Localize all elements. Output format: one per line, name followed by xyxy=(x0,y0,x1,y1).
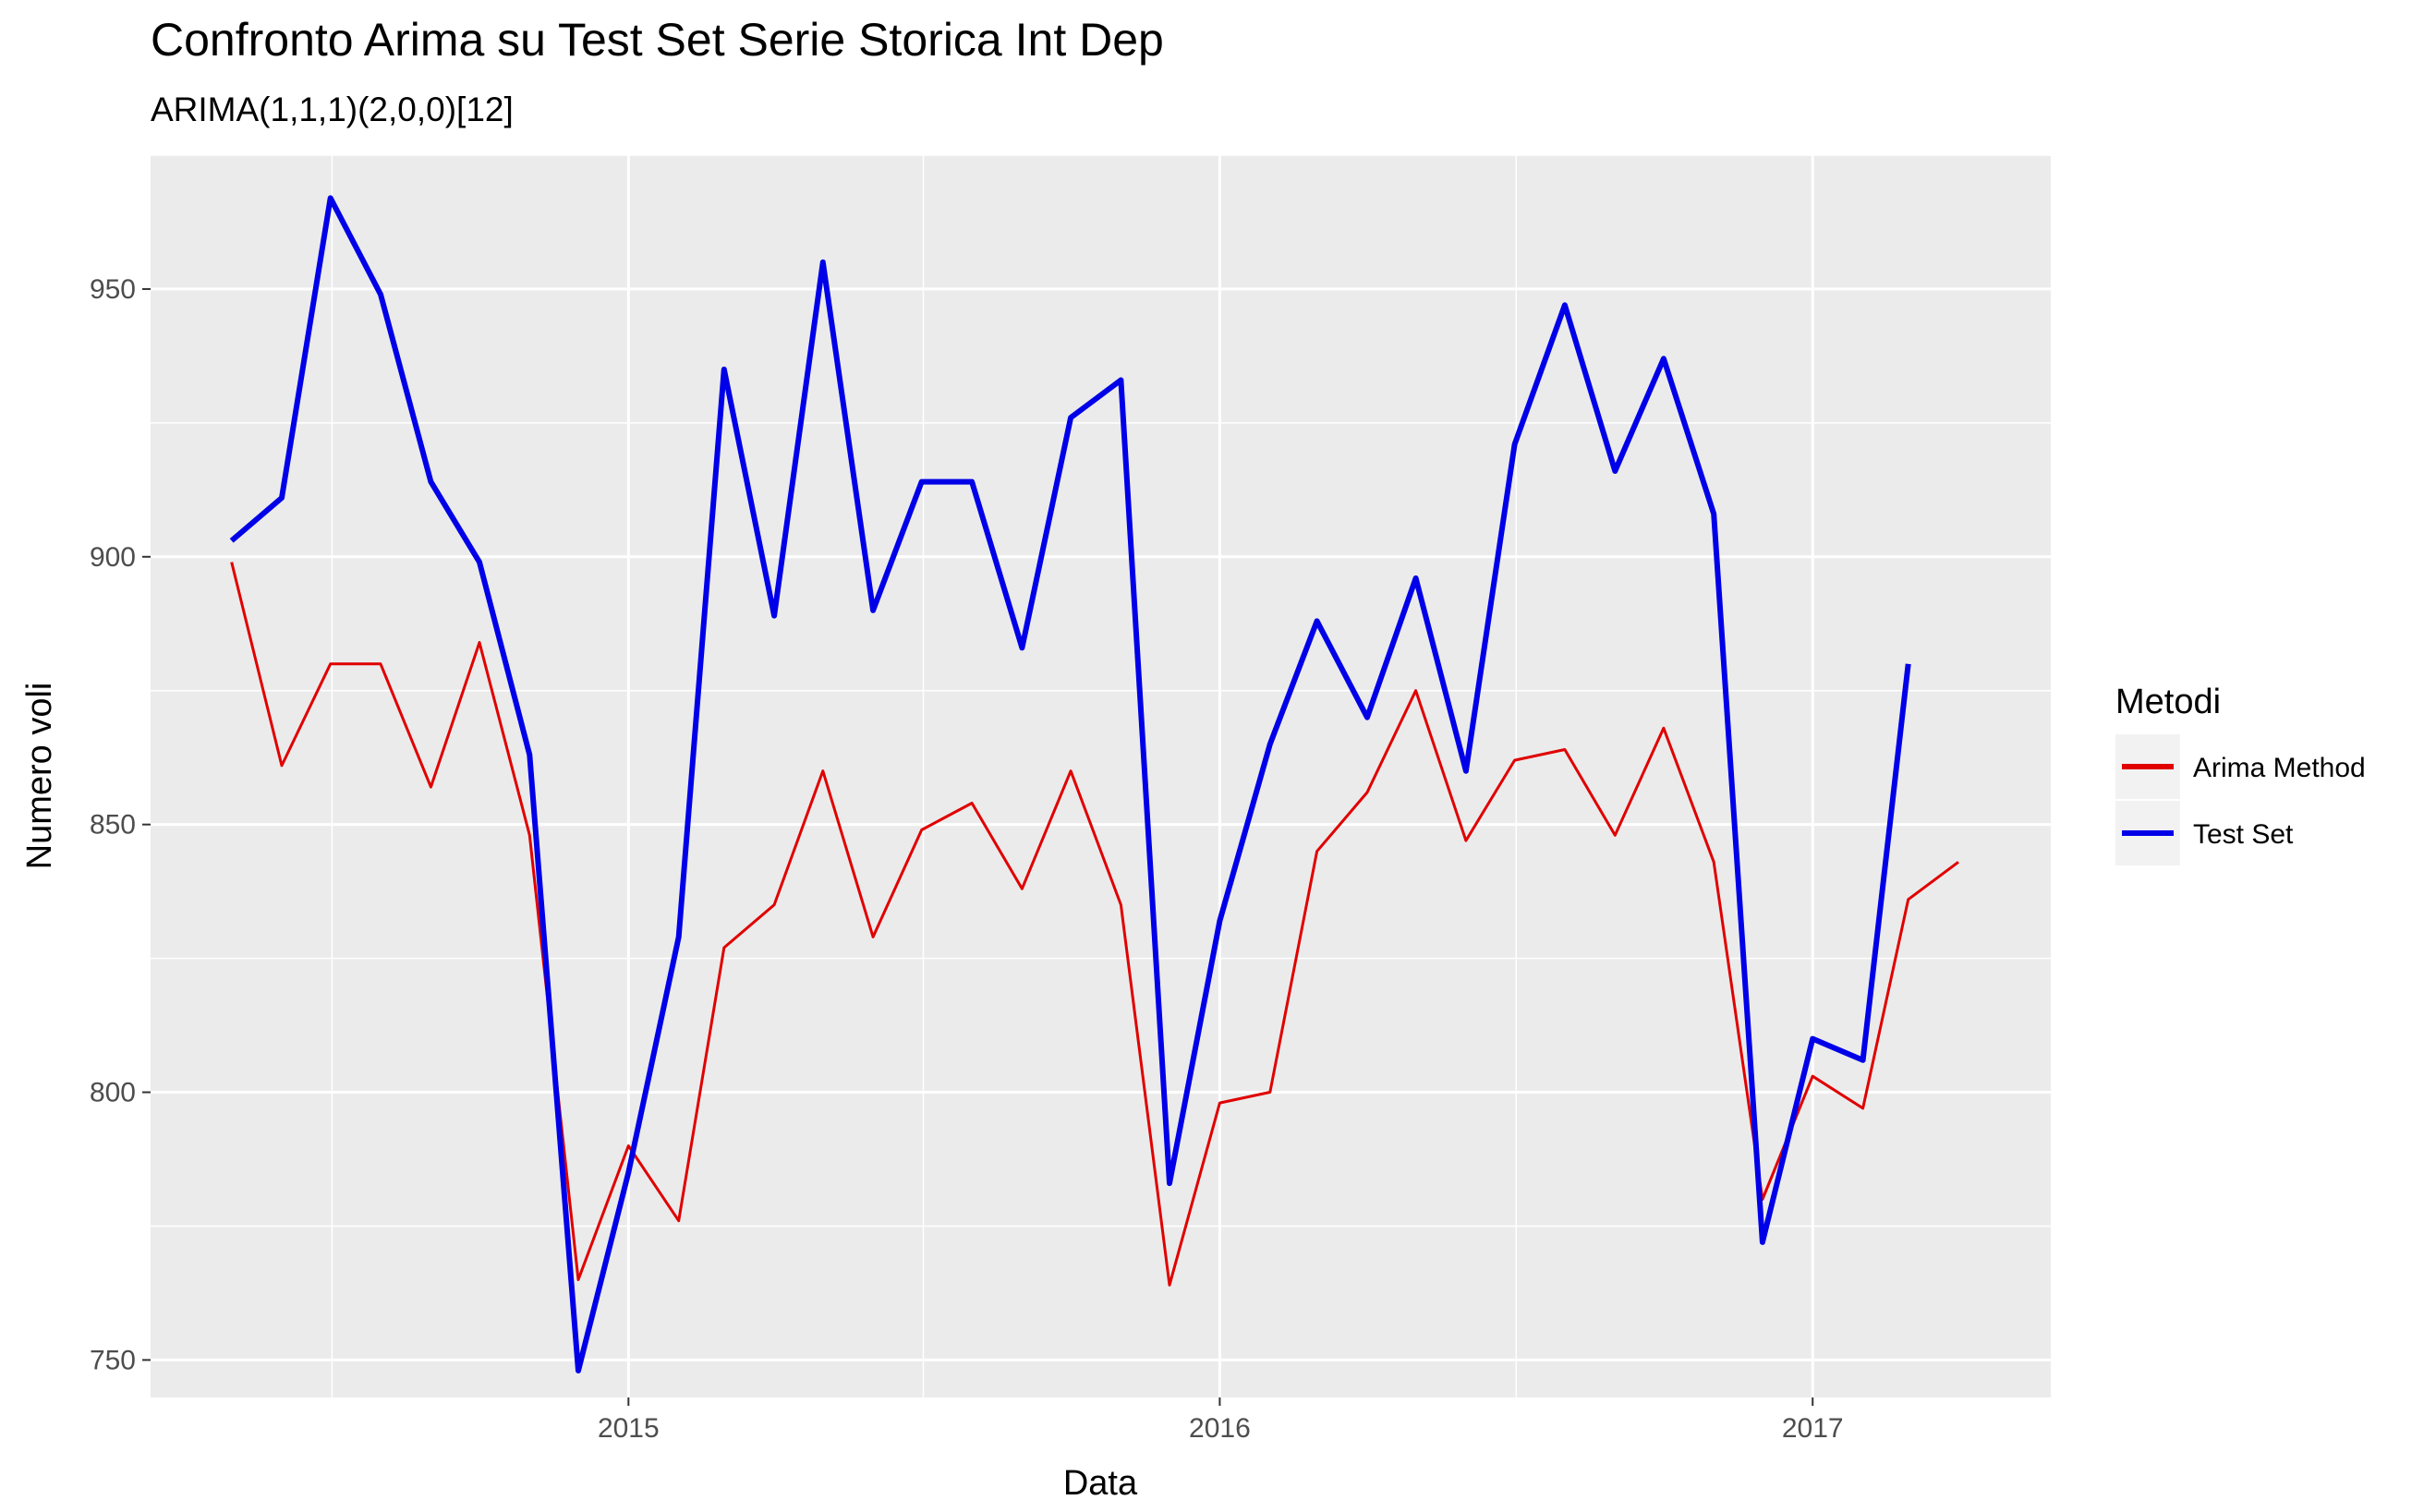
y-tick-label: 950 xyxy=(90,274,136,305)
legend-item-test-set: Test Set xyxy=(2115,801,2294,865)
y-axis: 750 800 850 900 950 xyxy=(90,274,151,1375)
legend-title: Metodi xyxy=(2115,683,2221,721)
y-axis-title: Numero voli xyxy=(20,683,59,870)
x-axis-title: Data xyxy=(1063,1464,1138,1503)
chart-subtitle: ARIMA(1,1,1)(2,0,0)[12] xyxy=(151,91,514,128)
chart-title: Confronto Arima su Test Set Serie Storic… xyxy=(151,14,1164,66)
y-tick-label: 750 xyxy=(90,1345,136,1375)
legend-label-test-set: Test Set xyxy=(2193,819,2294,850)
legend-label-arima: Arima Method xyxy=(2193,753,2366,783)
series-line-arima-method xyxy=(230,562,1959,1287)
y-tick-label: 850 xyxy=(90,810,136,841)
legend: Metodi Arima Method Test Set xyxy=(2115,683,2366,865)
x-tick-label: 2015 xyxy=(598,1413,660,1444)
legend-item-arima: Arima Method xyxy=(2115,734,2366,799)
series-layer xyxy=(229,195,1959,1373)
series-line-test-set xyxy=(229,195,1911,1373)
x-tick-label: 2016 xyxy=(1189,1413,1251,1444)
grid-minor xyxy=(151,154,2051,1397)
y-tick-label: 900 xyxy=(90,542,136,573)
x-axis: 2015 2016 2017 xyxy=(598,1397,1844,1444)
y-tick-label: 800 xyxy=(90,1078,136,1108)
x-tick-label: 2017 xyxy=(1782,1413,1844,1444)
